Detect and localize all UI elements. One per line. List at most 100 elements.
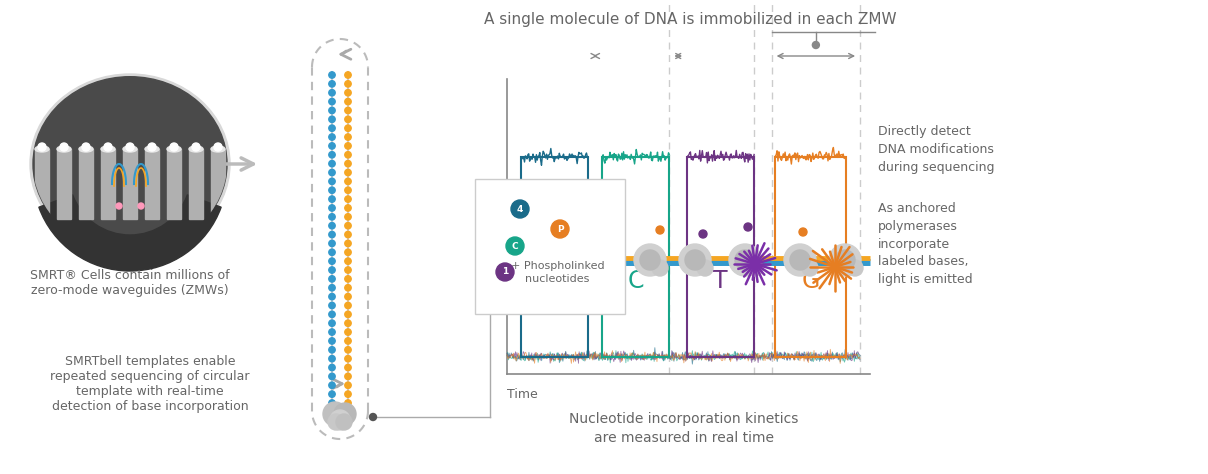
Circle shape — [323, 402, 347, 426]
Circle shape — [329, 329, 335, 335]
Ellipse shape — [188, 146, 203, 152]
Circle shape — [784, 244, 815, 276]
Text: A single molecule of DNA is immobilized in each ZMW: A single molecule of DNA is immobilized … — [483, 12, 896, 27]
Circle shape — [685, 250, 705, 270]
Text: + Phospholinked
nucleotides: + Phospholinked nucleotides — [511, 261, 604, 284]
Circle shape — [329, 356, 335, 362]
Ellipse shape — [57, 146, 71, 152]
Text: Nucleotide incorporation kinetics
are measured in real time: Nucleotide incorporation kinetics are me… — [569, 412, 798, 446]
Circle shape — [170, 143, 178, 151]
Text: P: P — [557, 225, 563, 234]
Circle shape — [496, 263, 513, 281]
Circle shape — [82, 143, 91, 151]
Circle shape — [344, 116, 352, 122]
Circle shape — [344, 320, 352, 327]
Circle shape — [329, 152, 335, 158]
Circle shape — [679, 244, 712, 276]
Ellipse shape — [79, 146, 93, 152]
Circle shape — [329, 258, 335, 264]
Circle shape — [329, 231, 335, 238]
Circle shape — [344, 365, 352, 371]
Circle shape — [747, 260, 763, 276]
Circle shape — [551, 220, 569, 238]
Ellipse shape — [30, 74, 230, 254]
Circle shape — [192, 143, 201, 151]
Circle shape — [330, 410, 350, 430]
Circle shape — [329, 72, 335, 78]
Circle shape — [344, 400, 352, 406]
Text: Time: Time — [507, 388, 538, 401]
Circle shape — [336, 414, 352, 430]
Circle shape — [329, 338, 335, 344]
Bar — [57, 149, 71, 219]
Circle shape — [344, 125, 352, 131]
Circle shape — [734, 250, 755, 270]
Circle shape — [329, 214, 335, 220]
Circle shape — [790, 250, 811, 270]
Circle shape — [344, 90, 352, 96]
Text: Light Intensity: Light Intensity — [481, 186, 494, 272]
Circle shape — [344, 293, 352, 300]
Circle shape — [138, 203, 144, 209]
Text: 4: 4 — [517, 204, 523, 213]
Circle shape — [37, 143, 46, 151]
Circle shape — [344, 134, 352, 140]
Circle shape — [344, 276, 352, 282]
Circle shape — [344, 196, 352, 202]
Circle shape — [370, 413, 377, 420]
Circle shape — [329, 400, 335, 406]
Circle shape — [344, 338, 352, 344]
Circle shape — [344, 311, 352, 318]
Circle shape — [656, 226, 664, 234]
Bar — [123, 149, 137, 219]
Circle shape — [329, 382, 335, 389]
Circle shape — [329, 160, 335, 167]
Circle shape — [344, 391, 352, 397]
Circle shape — [329, 249, 335, 255]
Circle shape — [344, 302, 352, 309]
Circle shape — [344, 231, 352, 238]
Circle shape — [329, 81, 335, 87]
Circle shape — [329, 178, 335, 184]
Circle shape — [652, 260, 668, 276]
Circle shape — [344, 99, 352, 105]
Circle shape — [506, 237, 524, 255]
Circle shape — [329, 187, 335, 193]
Circle shape — [329, 311, 335, 318]
Ellipse shape — [35, 146, 50, 152]
Circle shape — [329, 90, 335, 96]
Circle shape — [329, 414, 344, 430]
Circle shape — [344, 205, 352, 211]
Circle shape — [699, 230, 707, 238]
Circle shape — [798, 228, 807, 236]
Circle shape — [344, 240, 352, 246]
Circle shape — [847, 260, 863, 276]
Circle shape — [329, 205, 335, 211]
Text: SMRTbell templates enable
repeated sequencing of circular
template with real-tim: SMRTbell templates enable repeated seque… — [51, 355, 250, 413]
Circle shape — [344, 143, 352, 149]
Circle shape — [329, 365, 335, 371]
Circle shape — [329, 169, 335, 176]
Bar — [776, 156, 846, 356]
Circle shape — [344, 356, 352, 362]
Circle shape — [344, 382, 352, 389]
Ellipse shape — [33, 77, 227, 251]
Circle shape — [697, 260, 713, 276]
Circle shape — [329, 107, 335, 114]
Bar — [687, 156, 754, 356]
Circle shape — [728, 244, 761, 276]
Circle shape — [329, 99, 335, 105]
Text: 1: 1 — [501, 267, 509, 276]
Bar — [101, 149, 115, 219]
Circle shape — [329, 302, 335, 309]
Bar — [79, 149, 93, 219]
Circle shape — [60, 143, 68, 151]
Circle shape — [812, 42, 819, 48]
Text: T: T — [713, 269, 728, 292]
Circle shape — [344, 346, 352, 353]
Circle shape — [344, 249, 352, 255]
Text: G: G — [801, 269, 820, 292]
Circle shape — [329, 240, 335, 246]
Ellipse shape — [167, 146, 181, 152]
Circle shape — [344, 329, 352, 335]
